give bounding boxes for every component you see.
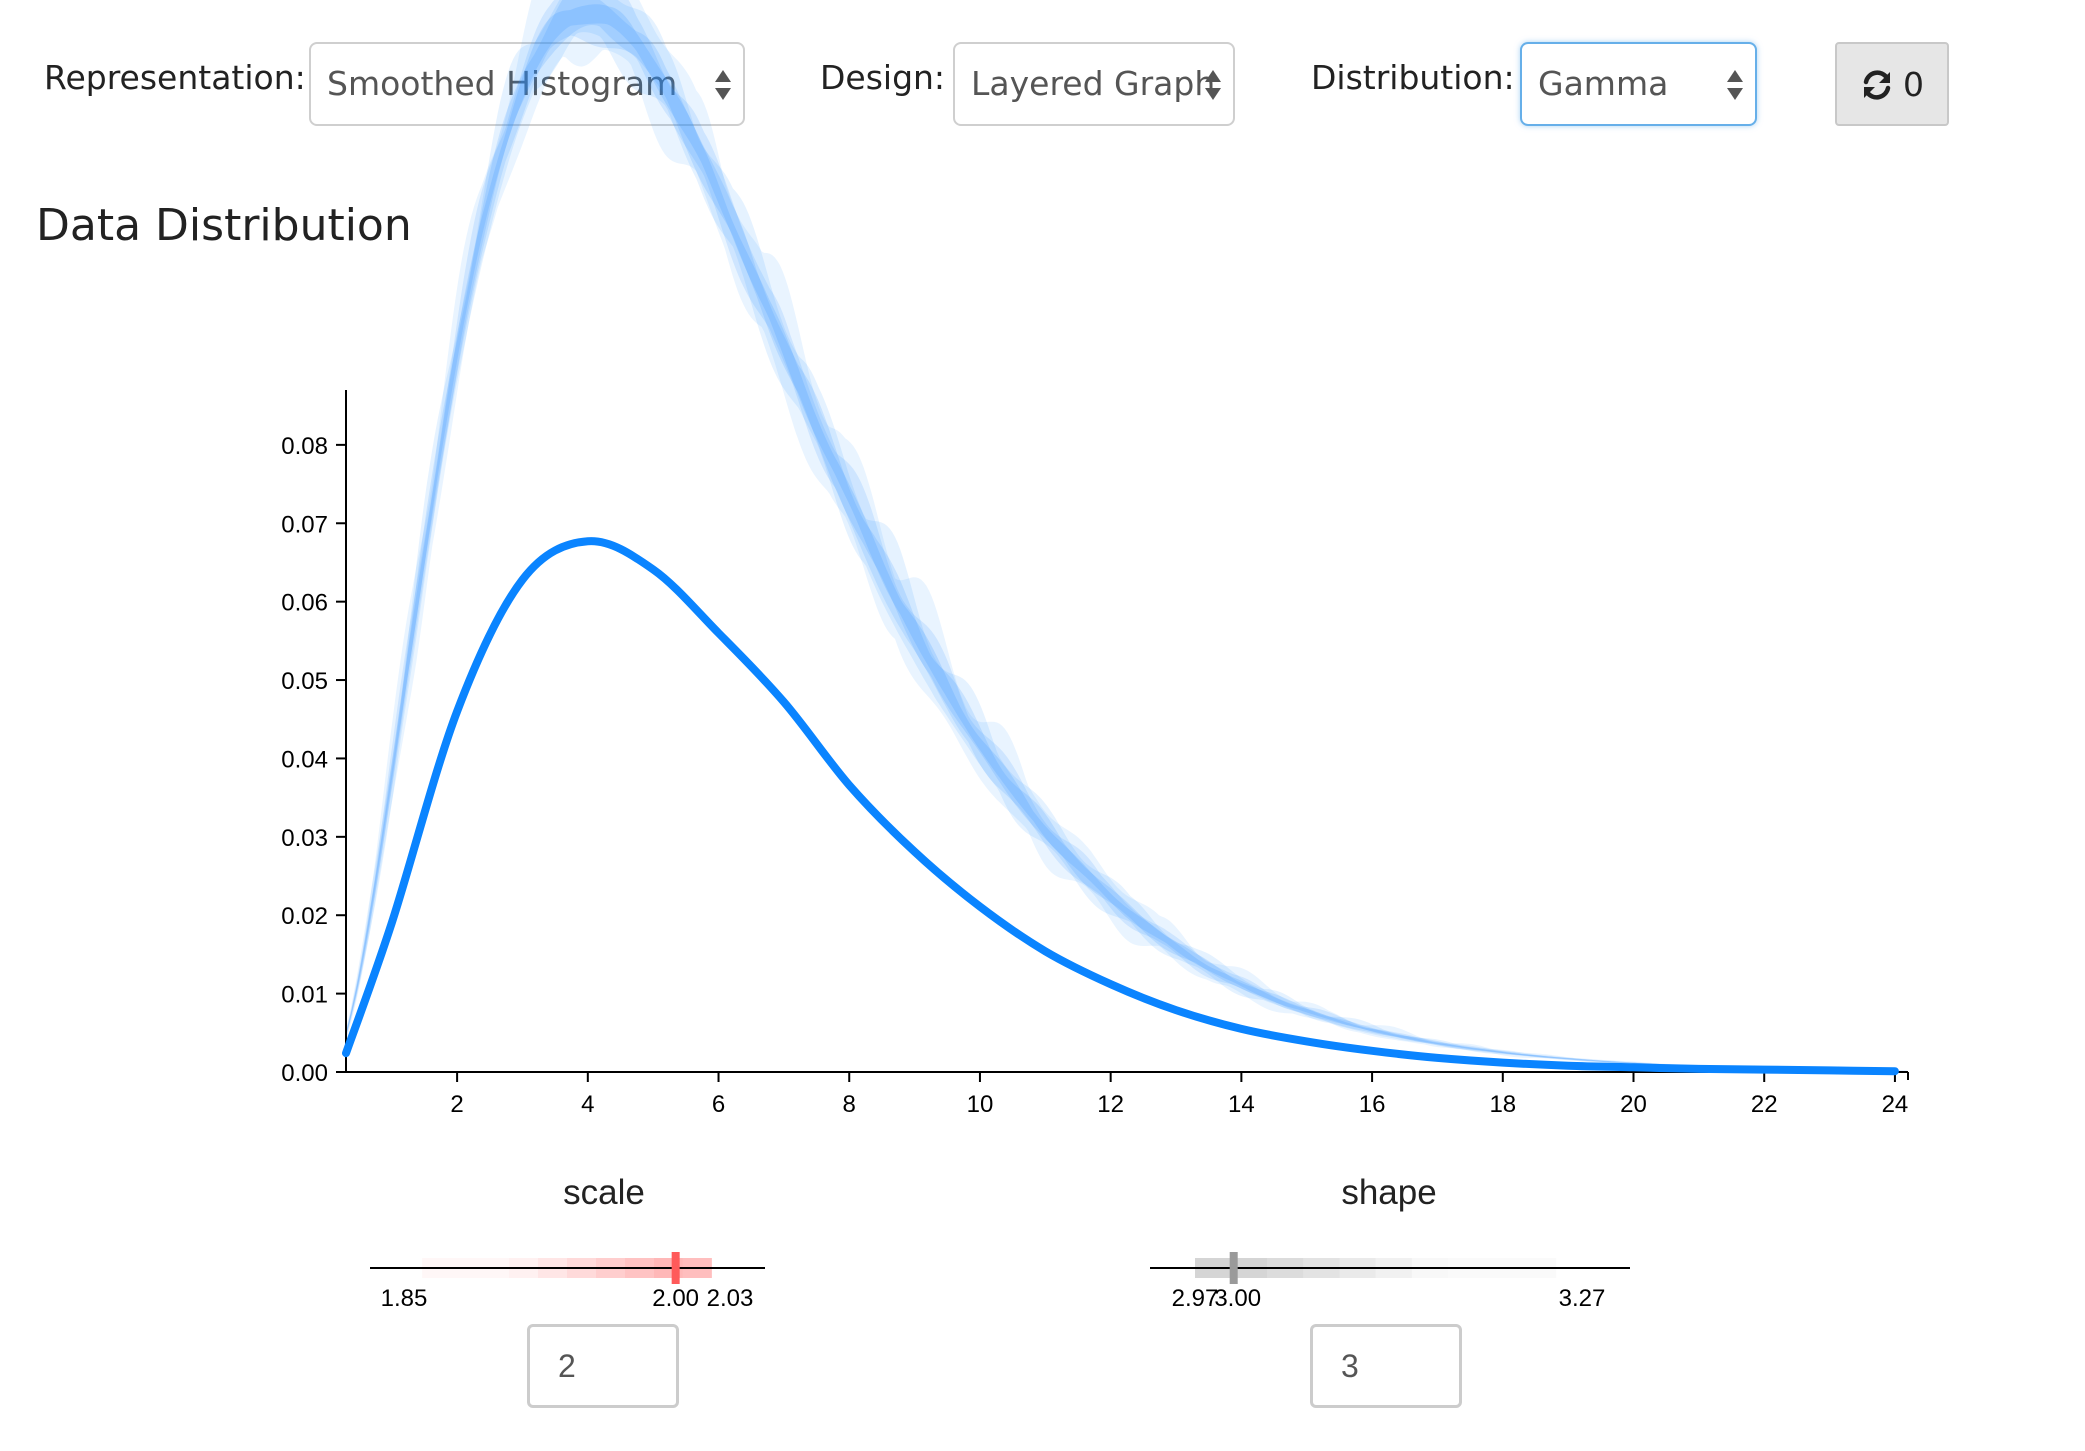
density-point — [1633, 1067, 1634, 1068]
density-point — [783, 702, 784, 703]
refresh-count: 0 — [1903, 65, 1924, 104]
density-point — [653, 569, 654, 570]
refresh-icon — [1863, 70, 1891, 100]
density-point — [1437, 1057, 1438, 1058]
density-point — [1045, 951, 1046, 952]
y-tick-label: 0.05 — [281, 668, 328, 695]
shape-slider[interactable]: 2.973.00 3.27 — [1140, 1240, 1640, 1310]
y-tick-label: 0.06 — [281, 590, 328, 617]
density-point — [1110, 984, 1111, 985]
representation-select[interactable]: Smoothed Histogram — [309, 42, 745, 126]
density-point — [979, 906, 980, 907]
distribution-label: Distribution: — [1311, 58, 1515, 97]
design-label: Design: — [820, 58, 946, 97]
y-tick-label: 0.04 — [281, 746, 328, 773]
density-point — [914, 851, 915, 852]
uncertainty-bands — [346, 0, 1907, 1071]
y-tick-label: 0.03 — [281, 825, 328, 852]
refresh-button[interactable]: 0 — [1835, 42, 1949, 126]
scale-slider[interactable]: 1.85 2.00 2.03 — [360, 1240, 780, 1310]
x-tick-label: 16 — [1359, 1091, 1386, 1118]
slider-min-label: 1.85 — [381, 1285, 428, 1310]
page-title: Data Distribution — [36, 200, 412, 251]
x-tick-label: 10 — [967, 1091, 994, 1118]
density-point — [1241, 1028, 1242, 1029]
slider-value-label: 3.00 — [1214, 1285, 1261, 1310]
density-point — [849, 785, 850, 786]
density-point — [1698, 1068, 1699, 1069]
density-point — [1306, 1041, 1307, 1042]
select-arrows-icon — [1205, 66, 1221, 106]
density-point — [1894, 1071, 1895, 1072]
slider-value-label: 2.00 — [652, 1285, 699, 1310]
density-point — [522, 579, 523, 580]
y-tick-label: 0.00 — [281, 1060, 328, 1087]
y-tick-label: 0.08 — [281, 433, 328, 460]
density-point — [1764, 1069, 1765, 1070]
slider-min-label: 2.97 — [1172, 1285, 1219, 1310]
density-point — [718, 633, 719, 634]
density-point — [457, 711, 458, 712]
representation-label: Representation: — [44, 58, 306, 97]
density-point — [587, 541, 588, 542]
slider-max-label: 2.03 — [707, 1285, 754, 1310]
uncertainty-band-5 — [346, 4, 1907, 1071]
density-chart: 0.000.010.020.030.040.050.060.070.082 4 6 8… — [281, 0, 1909, 1118]
gamma-density-line — [342, 537, 1899, 1076]
shape-input[interactable] — [1310, 1324, 1462, 1408]
curve-layer — [342, 537, 1899, 1076]
x-tick-label: 24 — [1882, 1091, 1909, 1118]
x-tick-label: 12 — [1097, 1091, 1124, 1118]
y-tick-label: 0.01 — [281, 982, 328, 1009]
density-point — [1372, 1050, 1373, 1051]
density-point — [1502, 1062, 1503, 1063]
toolbar: Representation: Smoothed Histogram Desig… — [0, 0, 2085, 140]
x-tick-label: 22 — [1751, 1091, 1778, 1118]
uncertainty-band-3 — [346, 0, 1907, 1071]
distribution-value: Gamma — [1538, 64, 1669, 103]
distribution-select[interactable]: Gamma — [1520, 42, 1757, 126]
select-arrows-icon — [1727, 66, 1743, 106]
x-tick-label: 20 — [1620, 1091, 1647, 1118]
uncertainty-band-1 — [346, 0, 1907, 1071]
slider-handle[interactable] — [1229, 1252, 1238, 1284]
design-value: Layered Graph — [971, 64, 1216, 103]
x-tick-label: 8 — [843, 1091, 856, 1118]
density-point — [1568, 1065, 1569, 1066]
representation-value: Smoothed Histogram — [327, 64, 678, 103]
density-point — [346, 1053, 347, 1054]
density-point — [391, 923, 392, 924]
y-tick-label: 0.07 — [281, 511, 328, 538]
x-tick-label: 4 — [581, 1091, 594, 1118]
y-tick-label: 0.02 — [281, 903, 328, 930]
select-arrows-icon — [715, 66, 731, 106]
scale-label: scale — [563, 1173, 645, 1212]
scale-input[interactable] — [527, 1324, 679, 1408]
axes: 0.000.010.020.030.040.050.060.070.082 4 6 8… — [281, 390, 1909, 1118]
x-tick-label: 14 — [1228, 1091, 1255, 1118]
slider-handle[interactable] — [671, 1252, 680, 1284]
x-tick-label: 2 — [450, 1091, 463, 1118]
density-point — [1176, 1010, 1177, 1011]
x-tick-label: 6 — [712, 1091, 725, 1118]
x-tick-label: 18 — [1489, 1091, 1516, 1118]
uncertainty-band-2 — [346, 0, 1907, 1071]
shape-label: shape — [1341, 1173, 1437, 1212]
density-point — [1829, 1070, 1830, 1071]
design-select[interactable]: Layered Graph — [953, 42, 1235, 126]
slider-max-label: 3.27 — [1559, 1285, 1606, 1310]
